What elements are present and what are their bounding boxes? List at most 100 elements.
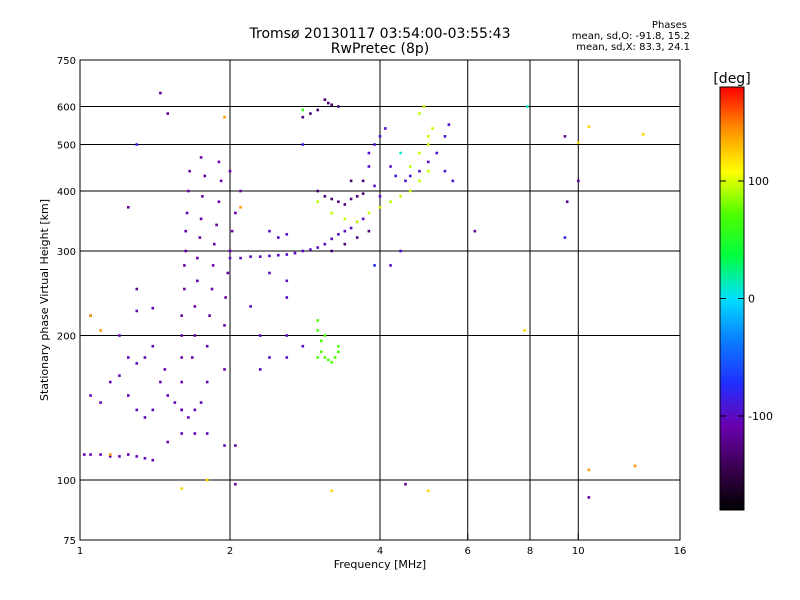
data-point xyxy=(576,179,580,183)
data-point xyxy=(285,296,289,299)
data-point xyxy=(180,408,184,412)
data-point xyxy=(180,356,184,359)
data-point xyxy=(330,360,334,364)
data-point xyxy=(443,169,447,173)
data-point xyxy=(301,115,305,119)
data-point xyxy=(217,200,221,204)
data-point xyxy=(187,416,190,419)
data-point xyxy=(426,169,430,173)
data-point xyxy=(316,200,320,204)
data-point xyxy=(239,256,242,260)
data-point xyxy=(337,233,340,236)
data-point xyxy=(180,487,184,490)
x-tick-label: 8 xyxy=(527,546,533,557)
data-point xyxy=(118,334,121,337)
data-point xyxy=(212,242,216,246)
data-point xyxy=(234,444,237,447)
data-point xyxy=(323,334,327,337)
data-point xyxy=(226,271,230,275)
data-point xyxy=(223,444,226,447)
data-point xyxy=(426,135,430,138)
data-point xyxy=(309,248,312,251)
data-point xyxy=(285,233,289,236)
data-point xyxy=(587,125,591,128)
data-point xyxy=(185,211,189,215)
data-point xyxy=(343,229,347,233)
data-point xyxy=(126,394,130,397)
y-axis-ticks: 75 100 200 300 400 500 600 750 xyxy=(57,56,86,547)
data-point xyxy=(394,174,397,178)
data-point xyxy=(89,314,92,317)
data-point xyxy=(355,195,359,198)
data-point xyxy=(151,408,155,412)
y-tick-label: 750 xyxy=(57,56,76,67)
x-tick-label: 10 xyxy=(572,546,585,557)
data-point xyxy=(418,179,421,183)
data-point xyxy=(323,356,327,359)
data-point xyxy=(323,195,327,198)
data-point xyxy=(135,309,139,313)
data-point xyxy=(330,197,334,201)
data-point xyxy=(258,334,262,337)
y-tick-label: 200 xyxy=(57,332,76,343)
data-point xyxy=(228,249,232,253)
data-point xyxy=(435,151,439,155)
data-point xyxy=(108,453,112,456)
data-point xyxy=(268,229,271,233)
data-point xyxy=(223,324,226,327)
colorbar-label: [deg] xyxy=(713,71,750,87)
colorbar-ticks: 100 0 -100 xyxy=(720,175,773,423)
data-point xyxy=(285,279,289,283)
data-point xyxy=(418,169,421,173)
data-point xyxy=(378,195,382,198)
data-point xyxy=(337,105,340,108)
data-point xyxy=(163,368,167,371)
data-point xyxy=(301,344,305,348)
colorbar: [deg] 100 0 -100 xyxy=(713,71,773,511)
data-point xyxy=(135,287,139,291)
data-point xyxy=(316,189,320,193)
data-point xyxy=(426,143,430,146)
data-point xyxy=(205,478,209,482)
data-point xyxy=(349,197,353,201)
data-point xyxy=(199,217,203,221)
data-point xyxy=(316,329,320,332)
data-point xyxy=(323,98,327,101)
data-point xyxy=(373,184,376,188)
data-point xyxy=(187,189,190,193)
data-point xyxy=(367,211,371,215)
data-point xyxy=(431,127,434,130)
data-point xyxy=(99,453,102,456)
data-point xyxy=(89,394,92,397)
data-point xyxy=(224,296,227,299)
data-point xyxy=(184,249,188,253)
data-point xyxy=(193,408,197,412)
data-point xyxy=(223,368,226,371)
data-point xyxy=(587,468,591,472)
data-point xyxy=(285,253,289,256)
data-point xyxy=(183,287,186,291)
data-point xyxy=(151,458,155,462)
data-point xyxy=(211,264,215,267)
data-point xyxy=(361,192,365,195)
data-point xyxy=(285,356,289,359)
data-point xyxy=(135,362,139,365)
data-point xyxy=(228,256,232,260)
data-point xyxy=(126,356,130,359)
data-point xyxy=(316,319,320,322)
data-point xyxy=(473,229,477,233)
data-point xyxy=(166,394,170,397)
data-point xyxy=(418,112,421,115)
data-point xyxy=(399,249,402,253)
x-axis-label: Frequency [MHz] xyxy=(334,558,426,571)
data-point xyxy=(234,211,237,215)
data-point xyxy=(316,356,320,359)
data-point xyxy=(323,242,327,246)
data-point xyxy=(166,112,170,115)
data-point xyxy=(268,356,271,359)
data-point xyxy=(320,339,323,343)
data-point xyxy=(82,453,86,456)
data-point xyxy=(249,255,252,258)
data-point xyxy=(337,344,340,348)
data-point xyxy=(641,133,645,136)
